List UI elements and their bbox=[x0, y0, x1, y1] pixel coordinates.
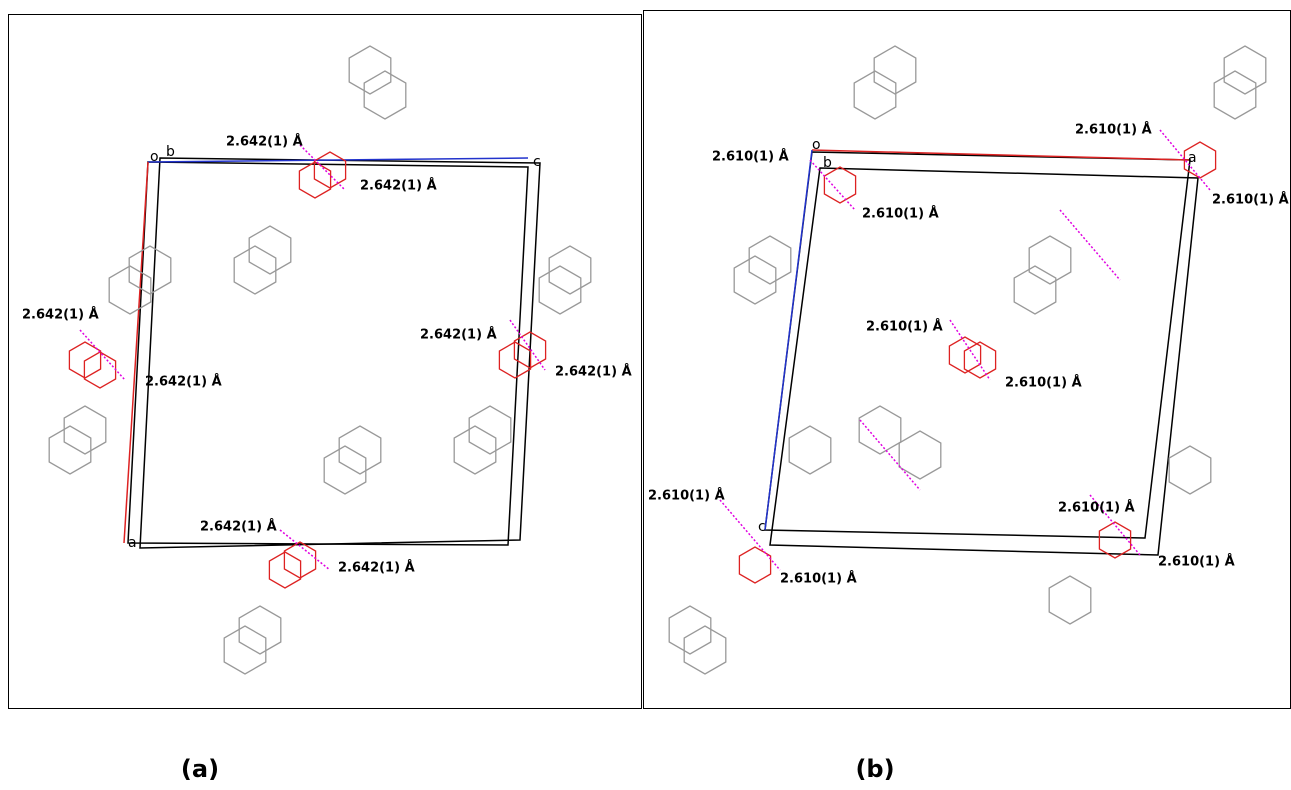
distance-label: 2.642(1) Å bbox=[22, 307, 99, 323]
ring bbox=[734, 256, 776, 304]
distance-label: 2.642(1) Å bbox=[338, 560, 415, 576]
distance-label: 2.642(1) Å bbox=[226, 134, 303, 150]
ring bbox=[1014, 266, 1056, 314]
ring bbox=[64, 406, 106, 454]
caption: (a) bbox=[181, 755, 219, 783]
axis-label: c bbox=[758, 519, 766, 535]
h-bond bbox=[1060, 210, 1120, 280]
caption: (b) bbox=[855, 755, 894, 783]
ring bbox=[824, 167, 855, 203]
distance-label: 2.610(1) Å bbox=[1158, 554, 1235, 570]
unit-cell-a bbox=[124, 158, 540, 548]
ring bbox=[739, 547, 770, 583]
ring bbox=[874, 46, 916, 94]
distance-label: 2.610(1) Å bbox=[866, 319, 943, 335]
ring bbox=[669, 606, 711, 654]
ring bbox=[789, 426, 831, 474]
ring bbox=[249, 226, 291, 274]
figure: (a) (b) obcaobac2.642(1) Å2.642(1) Å2.64… bbox=[0, 0, 1291, 790]
ring bbox=[234, 246, 276, 294]
ring bbox=[454, 426, 496, 474]
axis-label: o bbox=[812, 137, 821, 153]
axis-label: a bbox=[1188, 150, 1197, 166]
distance-label: 2.610(1) Å bbox=[1212, 192, 1289, 208]
ring bbox=[339, 426, 381, 474]
ring bbox=[899, 431, 941, 479]
distance-label: 2.642(1) Å bbox=[420, 327, 497, 343]
axis-label: c bbox=[533, 154, 541, 170]
h-bond bbox=[950, 320, 990, 380]
panel-b-frame bbox=[644, 11, 1291, 709]
ring bbox=[1224, 46, 1266, 94]
distance-label: 2.610(1) Å bbox=[1005, 375, 1082, 391]
ring bbox=[1169, 446, 1211, 494]
distance-label: 2.610(1) Å bbox=[1058, 500, 1135, 516]
ring bbox=[349, 46, 391, 94]
h-bond bbox=[810, 160, 855, 210]
ring bbox=[684, 626, 726, 674]
distance-label: 2.610(1) Å bbox=[1075, 122, 1152, 138]
axis-label: a bbox=[128, 535, 137, 551]
h-bond bbox=[80, 330, 125, 380]
ring bbox=[1049, 576, 1091, 624]
distance-label: 2.610(1) Å bbox=[780, 571, 857, 587]
ring bbox=[364, 71, 406, 119]
ring bbox=[549, 246, 591, 294]
distance-label: 2.610(1) Å bbox=[862, 206, 939, 222]
ring bbox=[324, 446, 366, 494]
distance-label: 2.610(1) Å bbox=[712, 149, 789, 165]
ring bbox=[224, 626, 266, 674]
h-bond bbox=[280, 530, 330, 570]
ring bbox=[854, 71, 896, 119]
ring bbox=[859, 406, 901, 454]
ring bbox=[239, 606, 281, 654]
panel-a-frame bbox=[9, 15, 642, 709]
distance-label: 2.610(1) Å bbox=[648, 488, 725, 504]
distance-label: 2.642(1) Å bbox=[200, 519, 277, 535]
ring bbox=[1214, 71, 1256, 119]
ring bbox=[539, 266, 581, 314]
distance-label: 2.642(1) Å bbox=[360, 178, 437, 194]
axis-label: b bbox=[166, 144, 175, 160]
axis-label: b bbox=[823, 155, 832, 171]
unit-cell-b bbox=[765, 150, 1198, 555]
ring bbox=[1029, 236, 1071, 284]
ring bbox=[129, 246, 171, 294]
h-bond bbox=[860, 420, 920, 490]
axis-label: o bbox=[150, 149, 159, 165]
distance-label: 2.642(1) Å bbox=[145, 374, 222, 390]
ring bbox=[1099, 522, 1130, 558]
distance-label: 2.642(1) Å bbox=[555, 364, 632, 380]
ring bbox=[749, 236, 791, 284]
ring bbox=[469, 406, 511, 454]
hydrogen-bonds bbox=[80, 130, 1210, 570]
ring bbox=[109, 266, 151, 314]
ring bbox=[49, 426, 91, 474]
